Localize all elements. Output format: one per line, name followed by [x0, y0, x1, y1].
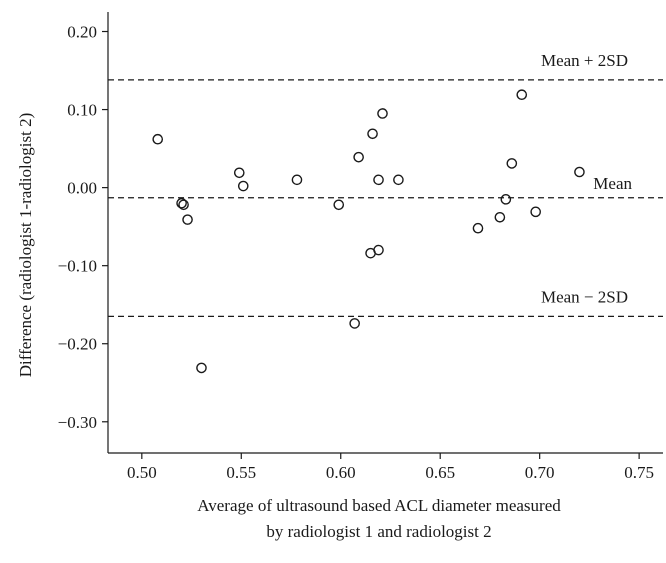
data-point [574, 166, 585, 178]
x-axis-label-line-2: by radiologist 1 and radiologist 2 [266, 522, 491, 541]
data-point [233, 167, 245, 179]
axes [107, 12, 663, 454]
data-point [182, 214, 193, 225]
ticks: 0.20 0.10 0.00 −0.10 −0.20 −0.30 0.50 0.55 0.60 0… [58, 23, 654, 482]
y-tick-label: −0.30 [58, 413, 97, 432]
x-tick-label: 0.50 [127, 463, 157, 482]
y-axis-label: Difference (radiologist 1-radiologist 2) [16, 113, 35, 378]
data-point [176, 197, 187, 209]
data-point [291, 174, 303, 186]
data-point [237, 180, 249, 192]
x-tick-label: 0.60 [326, 463, 356, 482]
data-point [178, 199, 189, 211]
y-tick-label: 0.20 [67, 23, 97, 42]
y-tick-label: 0.10 [67, 101, 97, 120]
y-tick-label: 0.00 [67, 179, 97, 198]
data-point [472, 222, 484, 234]
data-point [367, 128, 378, 140]
reference-lines: Mean + 2SD Mean Mean − 2SD [108, 51, 663, 318]
data-point [349, 318, 360, 329]
data-point [377, 108, 388, 119]
x-tick-label: 0.75 [624, 463, 654, 482]
data-point [373, 174, 384, 186]
reference-line-label: Mean [593, 174, 632, 193]
data-point [333, 199, 345, 211]
reference-line-label: Mean + 2SD [541, 51, 628, 70]
data-point [506, 158, 518, 169]
y-tick-label: −0.20 [58, 335, 97, 354]
data-point [516, 89, 528, 101]
data-point [530, 206, 541, 218]
x-tick-label: 0.55 [226, 463, 256, 482]
reference-line-label: Mean − 2SD [541, 287, 628, 306]
data-points [152, 89, 585, 374]
x-tick-label: 0.65 [425, 463, 455, 482]
x-tick-label: 0.70 [525, 463, 555, 482]
data-point [393, 174, 404, 186]
data-point [494, 211, 506, 223]
y-tick-label: −0.10 [58, 257, 97, 276]
data-point [152, 133, 164, 145]
data-point [196, 362, 207, 374]
data-point [353, 151, 364, 163]
data-point [373, 244, 384, 256]
data-point [500, 194, 512, 205]
x-axis-label-line-1: Average of ultrasound based ACL diameter… [197, 496, 561, 515]
